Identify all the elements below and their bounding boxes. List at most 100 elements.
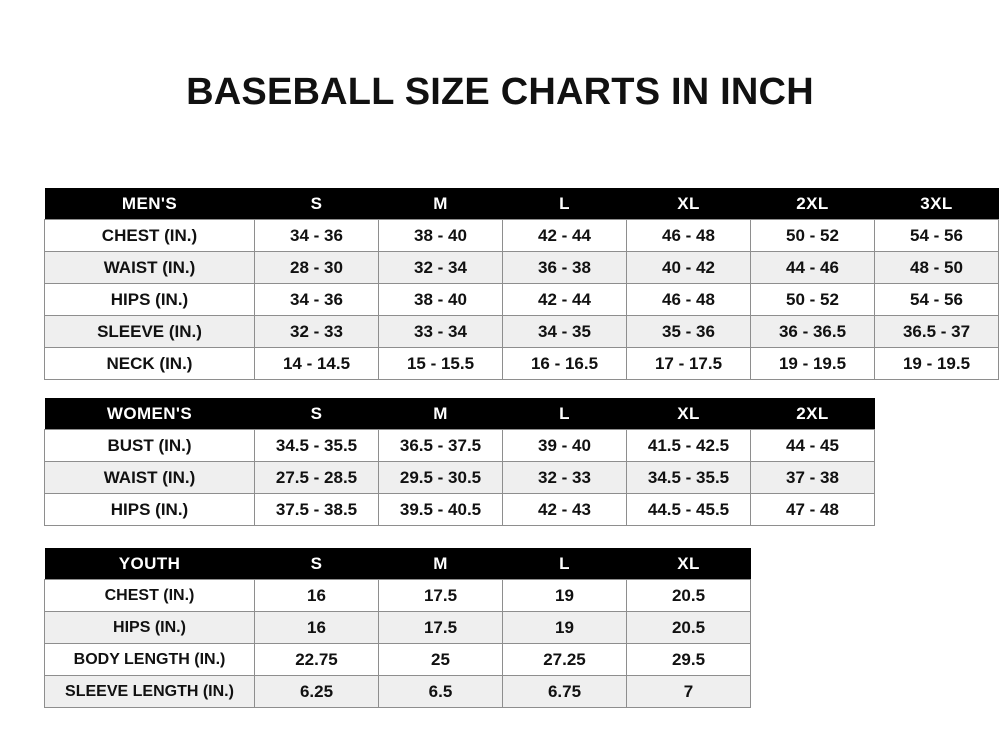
measurement-label: NECK (IN.) <box>44 347 255 380</box>
measurement-value: 46 - 48 <box>626 283 751 316</box>
measurement-value: 15 - 15.5 <box>378 347 503 380</box>
mens-table-body: CHEST (IN.) 34 - 36 38 - 40 42 - 44 46 - 48 5… <box>44 219 999 380</box>
measurement-label: WAIST (IN.) <box>44 461 255 494</box>
measurement-value: 54 - 56 <box>874 219 999 252</box>
measurement-value: 36 - 38 <box>502 251 627 284</box>
measurement-value: 29.5 <box>626 643 751 676</box>
measurement-value: 44.5 - 45.5 <box>626 493 751 526</box>
measurement-value: 50 - 52 <box>750 283 875 316</box>
womens-size-header-2xl: 2XL <box>750 398 875 430</box>
measurement-value: 19 - 19.5 <box>874 347 999 380</box>
measurement-value: 32 - 34 <box>378 251 503 284</box>
youth-size-header-xl: XL <box>626 548 751 580</box>
measurement-value: 36 - 36.5 <box>750 315 875 348</box>
mens-size-table: MEN'S S M L XL 2XL 3XL CHEST (IN.) 34 - 36 38 - … <box>44 188 999 380</box>
youth-table-body: CHEST (IN.) 16 17.5 19 20.5 HIPS (IN.) 16 17.5 1… <box>44 579 751 708</box>
table-row: CHEST (IN.) 34 - 36 38 - 40 42 - 44 46 - 48 5… <box>44 219 999 252</box>
table-row: WAIST (IN.) 27.5 - 28.5 29.5 - 30.5 32 - 33… <box>44 461 875 494</box>
measurement-value: 32 - 33 <box>502 461 627 494</box>
measurement-label: HIPS (IN.) <box>44 611 255 644</box>
womens-header-row: WOMEN'S S M L XL 2XL <box>44 398 875 430</box>
womens-size-header-xl: XL <box>626 398 751 430</box>
mens-size-header-l: L <box>502 188 627 220</box>
measurement-value: 28 - 30 <box>254 251 379 284</box>
measurement-value: 16 - 16.5 <box>502 347 627 380</box>
measurement-value: 50 - 52 <box>750 219 875 252</box>
womens-table-head: WOMEN'S S M L XL 2XL <box>44 398 875 430</box>
measurement-label: SLEEVE LENGTH (IN.) <box>44 675 255 708</box>
measurement-value: 29.5 - 30.5 <box>378 461 503 494</box>
measurement-value: 46 - 48 <box>626 219 751 252</box>
womens-size-header-m: M <box>378 398 503 430</box>
table-row: SLEEVE LENGTH (IN.) 6.25 6.5 6.75 7 <box>44 675 751 708</box>
measurement-value: 27.25 <box>502 643 627 676</box>
table-row: BUST (IN.) 34.5 - 35.5 36.5 - 37.5 39 - 40 4… <box>44 429 875 462</box>
mens-size-header-2xl: 2XL <box>750 188 875 220</box>
measurement-value: 42 - 43 <box>502 493 627 526</box>
measurement-value: 16 <box>254 611 379 644</box>
mens-header-row: MEN'S S M L XL 2XL 3XL <box>44 188 999 220</box>
mens-table-title: MEN'S <box>44 188 255 220</box>
measurement-value: 14 - 14.5 <box>254 347 379 380</box>
measurement-value: 37 - 38 <box>750 461 875 494</box>
measurement-value: 34 - 35 <box>502 315 627 348</box>
measurement-value: 32 - 33 <box>254 315 379 348</box>
measurement-value: 6.25 <box>254 675 379 708</box>
table-row: HIPS (IN.) 37.5 - 38.5 39.5 - 40.5 42 - 43 4… <box>44 493 875 526</box>
table-row: HIPS (IN.) 16 17.5 19 20.5 <box>44 611 751 644</box>
measurement-value: 35 - 36 <box>626 315 751 348</box>
measurement-value: 36.5 - 37 <box>874 315 999 348</box>
youth-size-table: YOUTH S M L XL CHEST (IN.) 16 17.5 19 20.5 HIPS (… <box>44 548 751 708</box>
table-row: HIPS (IN.) 34 - 36 38 - 40 42 - 44 46 - 48 50… <box>44 283 999 316</box>
measurement-value: 16 <box>254 579 379 612</box>
measurement-value: 34 - 36 <box>254 219 379 252</box>
measurement-label: SLEEVE (IN.) <box>44 315 255 348</box>
youth-size-header-s: S <box>254 548 379 580</box>
measurement-value: 44 - 46 <box>750 251 875 284</box>
measurement-value: 37.5 - 38.5 <box>254 493 379 526</box>
table-row: NECK (IN.) 14 - 14.5 15 - 15.5 16 - 16.5 17 … <box>44 347 999 380</box>
mens-size-header-m: M <box>378 188 503 220</box>
womens-size-header-l: L <box>502 398 627 430</box>
measurement-value: 19 <box>502 579 627 612</box>
measurement-value: 27.5 - 28.5 <box>254 461 379 494</box>
measurement-value: 38 - 40 <box>378 219 503 252</box>
mens-size-header-xl: XL <box>626 188 751 220</box>
measurement-value: 39 - 40 <box>502 429 627 462</box>
womens-table-title: WOMEN'S <box>44 398 255 430</box>
measurement-value: 40 - 42 <box>626 251 751 284</box>
measurement-value: 6.5 <box>378 675 503 708</box>
measurement-value: 17.5 <box>378 579 503 612</box>
youth-table-head: YOUTH S M L XL <box>44 548 751 580</box>
measurement-value: 19 - 19.5 <box>750 347 875 380</box>
measurement-value: 34.5 - 35.5 <box>626 461 751 494</box>
measurement-value: 47 - 48 <box>750 493 875 526</box>
measurement-value: 34.5 - 35.5 <box>254 429 379 462</box>
measurement-value: 41.5 - 42.5 <box>626 429 751 462</box>
measurement-value: 44 - 45 <box>750 429 875 462</box>
measurement-value: 25 <box>378 643 503 676</box>
mens-size-header-3xl: 3XL <box>874 188 999 220</box>
measurement-value: 33 - 34 <box>378 315 503 348</box>
youth-size-header-l: L <box>502 548 627 580</box>
youth-size-header-m: M <box>378 548 503 580</box>
youth-table-title: YOUTH <box>44 548 255 580</box>
measurement-value: 36.5 - 37.5 <box>378 429 503 462</box>
measurement-label: HIPS (IN.) <box>44 283 255 316</box>
mens-size-header-s: S <box>254 188 379 220</box>
measurement-value: 54 - 56 <box>874 283 999 316</box>
measurement-value: 39.5 - 40.5 <box>378 493 503 526</box>
measurement-value: 42 - 44 <box>502 219 627 252</box>
measurement-value: 20.5 <box>626 611 751 644</box>
table-row: BODY LENGTH (IN.) 22.75 25 27.25 29.5 <box>44 643 751 676</box>
mens-table-head: MEN'S S M L XL 2XL 3XL <box>44 188 999 220</box>
measurement-value: 48 - 50 <box>874 251 999 284</box>
measurement-label: HIPS (IN.) <box>44 493 255 526</box>
womens-size-table: WOMEN'S S M L XL 2XL BUST (IN.) 34.5 - 35.5 36.… <box>44 398 875 526</box>
measurement-value: 19 <box>502 611 627 644</box>
measurement-value: 17.5 <box>378 611 503 644</box>
table-row: WAIST (IN.) 28 - 30 32 - 34 36 - 38 40 - 42 4… <box>44 251 999 284</box>
womens-size-header-s: S <box>254 398 379 430</box>
womens-table-body: BUST (IN.) 34.5 - 35.5 36.5 - 37.5 39 - 40 4… <box>44 429 875 526</box>
